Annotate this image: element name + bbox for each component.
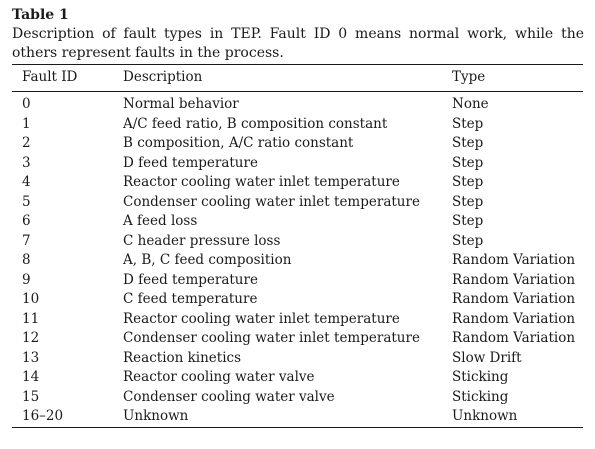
table-row: 1 A/C feed ratio, B composition constant… xyxy=(0,115,595,135)
cell-description: C feed temperature xyxy=(123,291,258,307)
cell-type: Step xyxy=(452,115,484,132)
cell-fault-id: 16–20 xyxy=(22,408,64,424)
cell-description: Condenser cooling water inlet temperatur… xyxy=(123,193,420,210)
table-caption: Description of fault types in TEP. Fault… xyxy=(12,26,584,61)
header-type: Type xyxy=(452,69,486,85)
table-header-row: Fault ID Description Type xyxy=(0,68,595,88)
cell-description: A, B, C feed composition xyxy=(123,252,292,268)
cell-type: Sticking xyxy=(452,388,509,405)
cell-fault-id: 15 xyxy=(22,388,40,405)
table-label: Table 1 xyxy=(12,7,69,23)
table-row: 0 Normal behavior None xyxy=(0,95,595,115)
header-description: Description xyxy=(123,69,203,85)
cell-type: Random Variation xyxy=(452,291,576,307)
cell-fault-id: 10 xyxy=(22,291,40,307)
cell-fault-id: 9 xyxy=(22,271,31,288)
cell-description: C header pressure loss xyxy=(123,232,281,249)
table-bottom-rule xyxy=(12,427,583,428)
cell-fault-id: 0 xyxy=(22,96,31,112)
table-row: 8 A, B, C feed composition Random Variat… xyxy=(0,251,595,271)
table-header-rule xyxy=(12,91,583,92)
cell-type: Random Variation xyxy=(452,310,576,327)
cell-fault-id: 12 xyxy=(22,330,40,346)
table-row: 10 C feed temperature Random Variation xyxy=(0,290,595,310)
cell-type: Step xyxy=(452,232,484,249)
table-row: 4 Reactor cooling water inlet temperatur… xyxy=(0,173,595,193)
cell-type: Step xyxy=(452,135,484,151)
cell-description: D feed temperature xyxy=(123,154,258,171)
cell-fault-id: 8 xyxy=(22,252,31,268)
cell-type: Step xyxy=(452,193,484,210)
table-row: 6 A feed loss Step xyxy=(0,212,595,232)
cell-type: Unknown xyxy=(452,408,518,424)
table-row: 12 Condenser cooling water inlet tempera… xyxy=(0,329,595,349)
table-row: 7 C header pressure loss Step xyxy=(0,232,595,252)
cell-type: Step xyxy=(452,174,484,190)
cell-description: Condenser cooling water inlet temperatur… xyxy=(123,330,420,346)
cell-fault-id: 6 xyxy=(22,213,31,229)
cell-description: Reactor cooling water inlet temperature xyxy=(123,174,400,190)
cell-type: Random Variation xyxy=(452,271,576,288)
cell-type: Random Variation xyxy=(452,252,576,268)
cell-description: A/C feed ratio, B composition constant xyxy=(123,115,388,132)
cell-description: Normal behavior xyxy=(123,96,239,112)
table-row: 11 Reactor cooling water inlet temperatu… xyxy=(0,310,595,330)
table-top-rule xyxy=(12,64,583,65)
table-row: 15 Condenser cooling water valve Stickin… xyxy=(0,388,595,408)
cell-fault-id: 11 xyxy=(22,310,40,327)
cell-type: Slow Drift xyxy=(452,349,522,366)
cell-description: D feed temperature xyxy=(123,271,258,288)
cell-description: Reactor cooling water valve xyxy=(123,369,315,385)
cell-fault-id: 3 xyxy=(22,154,31,171)
table-row: 13 Reaction kinetics Slow Drift xyxy=(0,349,595,369)
cell-fault-id: 5 xyxy=(22,193,31,210)
cell-fault-id: 14 xyxy=(22,369,40,385)
cell-description: Condenser cooling water valve xyxy=(123,388,335,405)
cell-fault-id: 13 xyxy=(22,349,40,366)
cell-description: Reactor cooling water inlet temperature xyxy=(123,310,400,327)
table-row: 3 D feed temperature Step xyxy=(0,154,595,174)
cell-type: Sticking xyxy=(452,369,509,385)
table-row: 14 Reactor cooling water valve Sticking xyxy=(0,368,595,388)
cell-description: Unknown xyxy=(123,408,189,424)
cell-description: Reaction kinetics xyxy=(123,349,242,366)
table-row: 2 B composition, A/C ratio constant Step xyxy=(0,134,595,154)
cell-description: A feed loss xyxy=(123,213,198,229)
cell-fault-id: 1 xyxy=(22,115,31,132)
cell-type: Step xyxy=(452,213,484,229)
header-fault-id: Fault ID xyxy=(22,69,78,85)
cell-fault-id: 2 xyxy=(22,135,31,151)
table-row: 16–20 Unknown Unknown xyxy=(0,407,595,427)
table-row: 9 D feed temperature Random Variation xyxy=(0,271,595,291)
cell-fault-id: 7 xyxy=(22,232,31,249)
cell-fault-id: 4 xyxy=(22,174,31,190)
cell-type: None xyxy=(452,96,489,112)
cell-type: Random Variation xyxy=(452,330,576,346)
cell-description: B composition, A/C ratio constant xyxy=(123,135,354,151)
cell-type: Step xyxy=(452,154,484,171)
table-row: 5 Condenser cooling water inlet temperat… xyxy=(0,193,595,213)
